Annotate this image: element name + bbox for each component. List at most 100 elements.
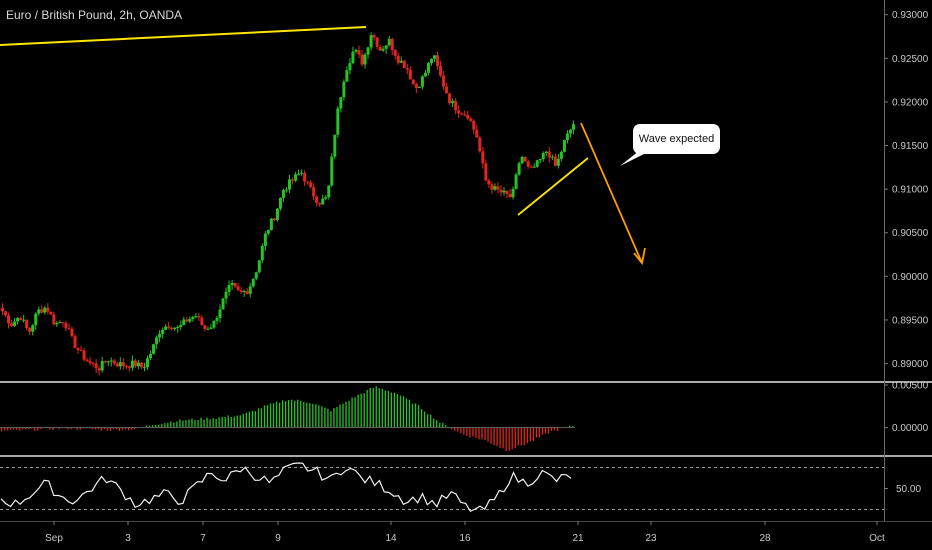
candle bbox=[451, 98, 455, 108]
histogram-bar bbox=[245, 412, 248, 428]
histogram-bar bbox=[429, 414, 432, 428]
candle-body bbox=[562, 140, 566, 152]
histogram-bar bbox=[13, 427, 15, 430]
candle-body bbox=[463, 114, 467, 116]
histogram-bar bbox=[553, 427, 556, 431]
histogram-bar bbox=[236, 415, 238, 428]
candle bbox=[559, 150, 563, 162]
candle-body bbox=[239, 290, 243, 292]
candle bbox=[112, 359, 116, 366]
candle-body bbox=[82, 350, 86, 360]
candle-body bbox=[133, 360, 137, 367]
candle-body bbox=[155, 337, 159, 345]
candle bbox=[523, 156, 527, 163]
candle-body bbox=[559, 151, 563, 159]
histogram-bar bbox=[363, 393, 365, 428]
candle-body bbox=[360, 54, 364, 65]
candle bbox=[309, 180, 313, 189]
candle-body bbox=[278, 197, 282, 209]
histogram-bar bbox=[191, 418, 193, 428]
histogram-bar bbox=[173, 422, 175, 428]
candle-body bbox=[281, 190, 285, 198]
histogram-bar bbox=[115, 427, 118, 430]
candle-body bbox=[25, 319, 29, 328]
candle bbox=[466, 110, 470, 121]
histogram-bar bbox=[37, 427, 39, 431]
candle bbox=[146, 355, 150, 370]
candle-body bbox=[37, 309, 41, 314]
histogram-bar bbox=[556, 427, 559, 432]
candle-body bbox=[218, 309, 222, 319]
candle bbox=[76, 347, 80, 354]
histogram-bar bbox=[49, 427, 51, 430]
candle bbox=[124, 364, 128, 370]
price-tick-label: 0.90000 bbox=[892, 272, 929, 283]
histogram-bar bbox=[224, 417, 226, 428]
histogram-bar bbox=[478, 427, 480, 440]
histogram-bar bbox=[378, 388, 380, 428]
candle-body bbox=[179, 324, 183, 328]
candle bbox=[565, 130, 569, 144]
candle bbox=[100, 356, 104, 373]
histogram-bar bbox=[52, 427, 54, 431]
histogram-bar bbox=[239, 415, 241, 428]
histogram-tick-label: 0.00000 bbox=[892, 423, 929, 434]
candle-body bbox=[100, 361, 104, 371]
osc-tick-label: 50.00 bbox=[896, 484, 921, 495]
candle bbox=[275, 208, 279, 222]
histogram-bar bbox=[133, 427, 136, 430]
candle bbox=[118, 357, 122, 370]
candle bbox=[82, 347, 86, 362]
candle-body bbox=[532, 166, 536, 168]
candle-body bbox=[481, 151, 485, 164]
candle-body bbox=[136, 362, 140, 367]
candle bbox=[55, 320, 59, 327]
candle bbox=[19, 316, 23, 321]
histogram-bar bbox=[97, 427, 99, 430]
candle-body bbox=[336, 108, 340, 135]
candle-body bbox=[309, 182, 313, 188]
price-tick-label: 0.89500 bbox=[892, 315, 929, 326]
candle bbox=[475, 124, 479, 138]
candle bbox=[272, 217, 276, 222]
candle bbox=[493, 183, 497, 192]
candle-body bbox=[378, 46, 382, 51]
candle bbox=[369, 32, 373, 51]
candle-body bbox=[420, 76, 424, 87]
candle-body bbox=[1, 307, 4, 312]
candle-body bbox=[565, 133, 569, 141]
candle-body bbox=[411, 79, 415, 85]
candle bbox=[496, 182, 500, 194]
candle bbox=[448, 92, 452, 105]
candle bbox=[306, 180, 310, 185]
candle bbox=[46, 303, 50, 315]
price-tick-label: 0.91000 bbox=[892, 185, 929, 196]
candle-body bbox=[118, 362, 122, 367]
candle-body bbox=[79, 350, 83, 352]
histogram-bar bbox=[4, 427, 6, 431]
histogram-bar bbox=[348, 400, 350, 428]
candle-body bbox=[448, 93, 452, 104]
candle-body bbox=[390, 38, 394, 51]
candle bbox=[342, 79, 346, 101]
candle-body bbox=[300, 172, 304, 174]
histogram-bar bbox=[161, 423, 163, 428]
price-tick-label: 0.92500 bbox=[892, 54, 929, 65]
histogram-bar bbox=[146, 425, 148, 428]
histogram-bar bbox=[167, 422, 169, 428]
candle-body bbox=[49, 311, 53, 315]
histogram-bar bbox=[357, 394, 359, 428]
histogram-bar bbox=[336, 407, 338, 428]
candle bbox=[405, 64, 409, 75]
candle bbox=[315, 195, 319, 207]
candle bbox=[375, 37, 379, 50]
candle-body bbox=[248, 286, 252, 294]
candle-body bbox=[490, 184, 494, 190]
candle bbox=[481, 146, 485, 169]
histogram-bar bbox=[91, 427, 93, 430]
candle-body bbox=[339, 97, 343, 109]
histogram-bar bbox=[463, 427, 465, 435]
histogram-bar bbox=[309, 403, 311, 428]
candle-body bbox=[484, 163, 488, 181]
